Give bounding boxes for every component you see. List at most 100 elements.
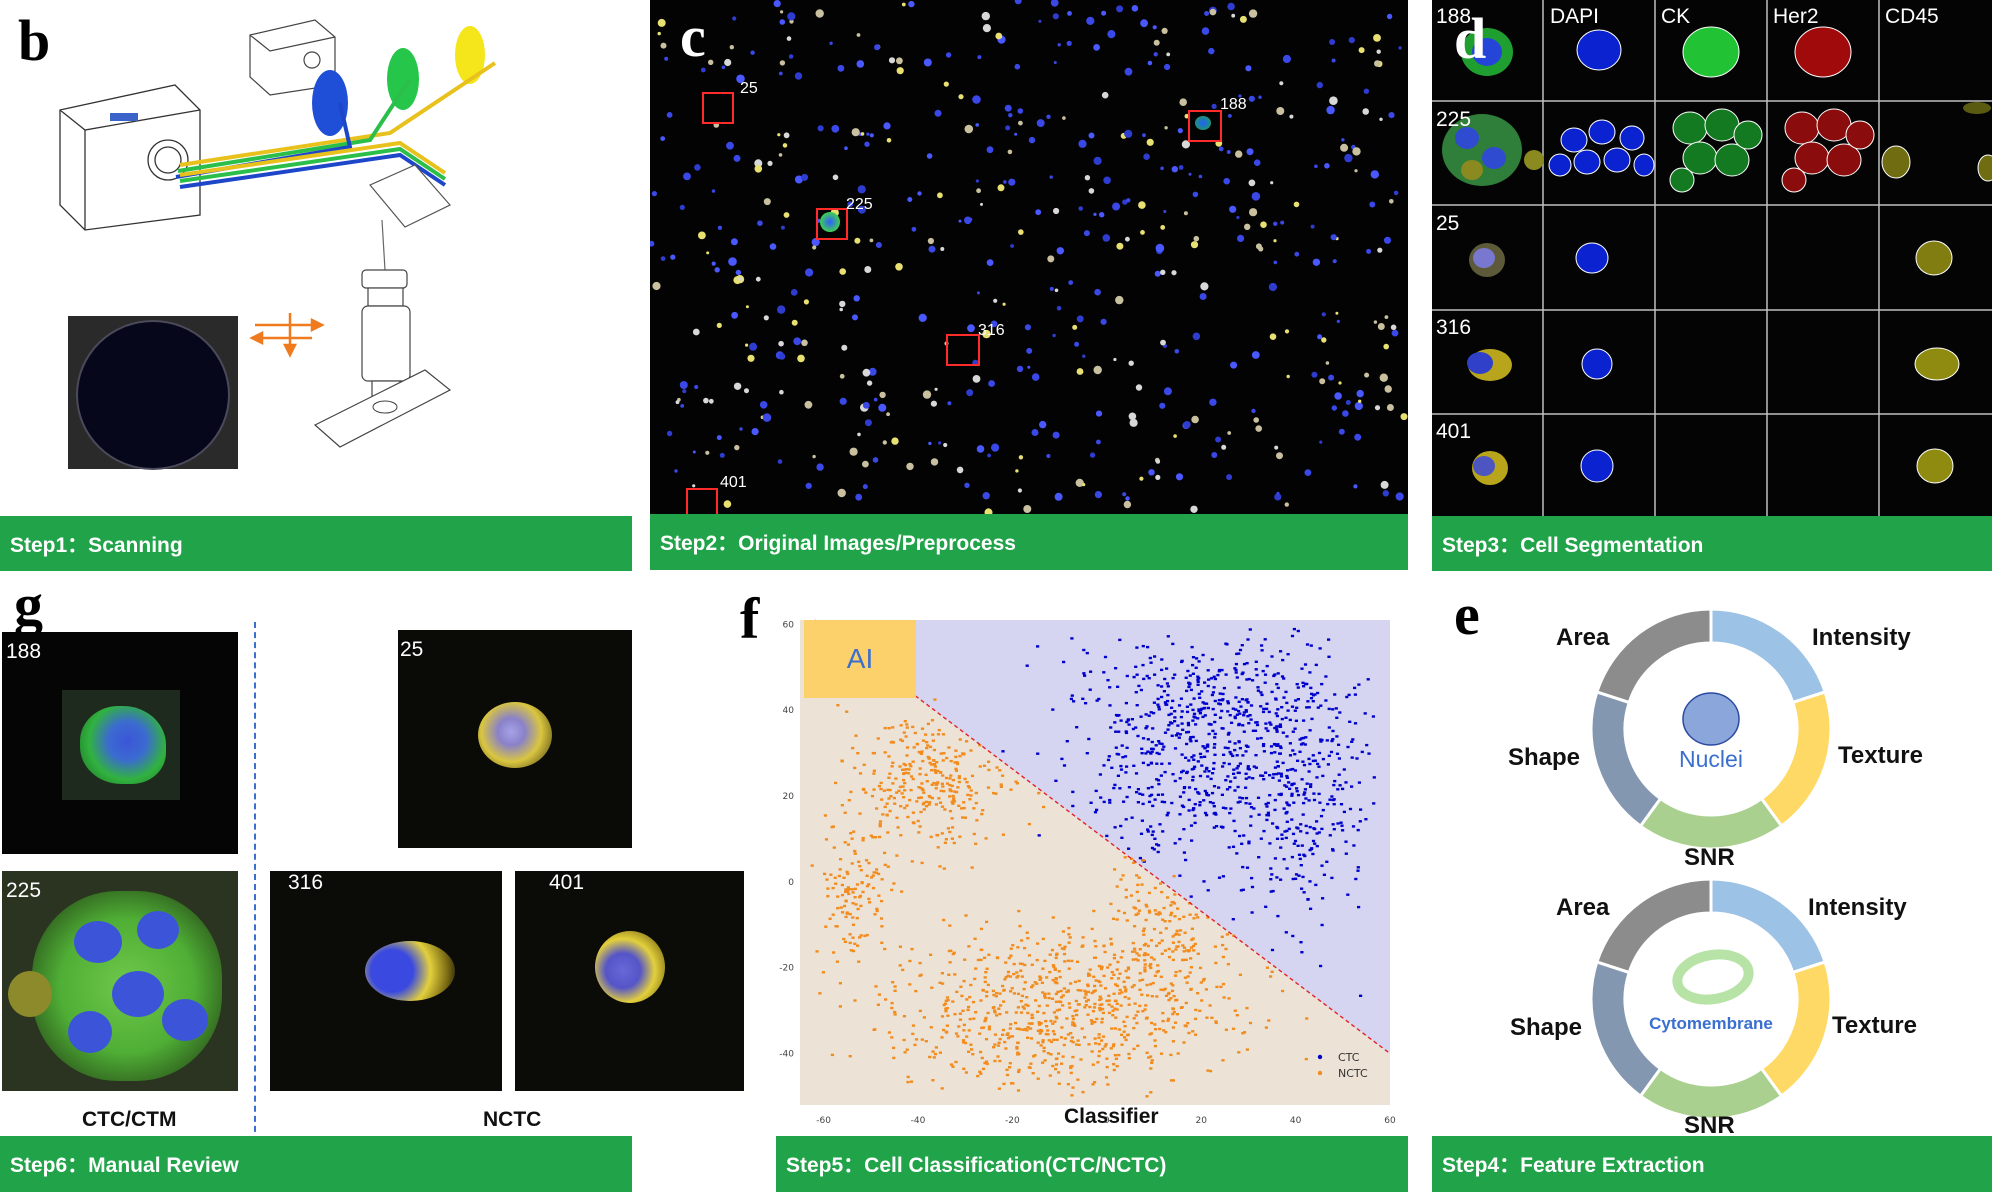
cell-dot <box>1072 324 1078 330</box>
scatter-point <box>1212 761 1216 765</box>
scatter-point <box>1086 984 1090 988</box>
scatter-point <box>853 852 857 855</box>
scatter-point <box>936 846 940 849</box>
cell-dot <box>660 256 666 261</box>
segmentation-gridlines <box>1432 0 1992 516</box>
scatter-point <box>1187 949 1191 952</box>
cell-dot <box>1153 39 1160 46</box>
scatter-point <box>1093 939 1097 943</box>
cell-box-401[interactable] <box>686 488 718 514</box>
scatter-point <box>1176 724 1180 727</box>
scatter-point <box>1067 941 1071 944</box>
scatter-point <box>829 873 833 876</box>
scatter-point <box>1223 746 1227 749</box>
scatter-point <box>1332 828 1336 831</box>
cell-box-316[interactable] <box>946 334 980 366</box>
scatter-point <box>1036 1010 1040 1013</box>
scatter-point <box>1042 1050 1046 1053</box>
cell-dot <box>928 441 932 446</box>
scatter-point <box>1205 750 1209 753</box>
cell-dot <box>812 245 817 250</box>
review-cell-25[interactable]: 25 <box>398 630 632 848</box>
scatter-point <box>1025 664 1029 667</box>
scatter-point <box>1132 1026 1136 1030</box>
scatter-point <box>1210 1016 1214 1019</box>
scatter-point <box>1154 744 1158 747</box>
review-label-316: 316 <box>288 871 324 894</box>
scatter-point <box>1165 814 1169 817</box>
cell-dot <box>1324 163 1330 169</box>
scatter-point <box>1126 966 1130 969</box>
cell-dot <box>711 189 716 193</box>
cell-dot <box>1031 373 1040 381</box>
scatter-point <box>1166 811 1170 815</box>
scatter-point <box>1149 1091 1153 1094</box>
scatter-point <box>1160 939 1164 942</box>
cell-dot <box>866 380 873 386</box>
cell-dot <box>698 231 706 240</box>
scatter-point <box>1092 975 1096 978</box>
review-cell-401[interactable]: 401 <box>515 871 744 1091</box>
scatter-point <box>872 788 876 791</box>
scatter-point <box>845 911 849 914</box>
scatter-point <box>1269 867 1273 870</box>
scatter-point <box>1103 987 1108 990</box>
scatter-point <box>1182 946 1187 949</box>
scatter-point <box>1075 1013 1079 1017</box>
review-cell-188[interactable]: 188 <box>2 632 238 854</box>
cell-label-401: 401 <box>720 474 747 491</box>
cell-dot <box>1293 201 1300 208</box>
scatter-point <box>848 941 852 945</box>
cell-box-25[interactable] <box>702 92 734 124</box>
scatter-point <box>1196 678 1200 681</box>
scatter-point <box>883 851 887 855</box>
cell-dot <box>1248 179 1256 187</box>
scatter-point <box>1263 673 1268 676</box>
scatter-point <box>906 1075 910 1079</box>
cell-box-225[interactable] <box>816 208 848 240</box>
cell-dot <box>680 404 685 408</box>
scatter-point <box>1302 853 1306 856</box>
review-cell-316[interactable]: 316 <box>270 871 502 1091</box>
scatter-point <box>1055 1009 1059 1012</box>
scatter-point <box>1284 716 1288 719</box>
scatter-point <box>1062 660 1066 664</box>
scatter-point <box>1225 788 1230 791</box>
cell-dot <box>794 72 803 80</box>
cell-dot <box>1154 270 1161 277</box>
scatter-point <box>1164 1031 1168 1034</box>
scatter-point <box>1009 1023 1013 1026</box>
scatter-point <box>1017 1070 1021 1074</box>
scatter-point <box>888 809 892 813</box>
review-cell-225[interactable]: 225 <box>2 871 238 1091</box>
scatter-point <box>1007 1036 1011 1040</box>
scatter-point <box>1294 719 1298 722</box>
scatter-point <box>1169 1053 1173 1057</box>
cell-dot <box>745 343 749 347</box>
cell-dot <box>868 367 877 376</box>
scatter-point <box>1189 946 1193 949</box>
cell-box-188[interactable] <box>1188 110 1222 142</box>
scatter-point <box>1202 880 1206 883</box>
scatter-point <box>1009 788 1013 791</box>
scatter-point <box>1098 1008 1102 1012</box>
scatter-point <box>1309 697 1314 700</box>
scatter-point <box>1182 828 1186 831</box>
scatter-point <box>1076 1003 1080 1006</box>
scatter-point <box>1136 912 1140 915</box>
scatter-point <box>1200 764 1204 767</box>
scatter-point <box>1272 742 1277 746</box>
cell-dot <box>1400 413 1408 421</box>
scatter-point <box>1285 774 1289 778</box>
scatter-point <box>1162 690 1166 693</box>
scatter-point <box>993 1043 997 1046</box>
scatter-point <box>1274 772 1278 776</box>
cell-dot <box>980 202 983 206</box>
scatter-point <box>1066 959 1070 962</box>
scatter-point <box>1157 782 1161 786</box>
cell-dot <box>1377 247 1383 253</box>
scatter-point <box>1130 718 1134 721</box>
scatter-point <box>823 814 827 817</box>
cell-dot <box>1326 105 1335 115</box>
scatter-point <box>1098 995 1102 998</box>
